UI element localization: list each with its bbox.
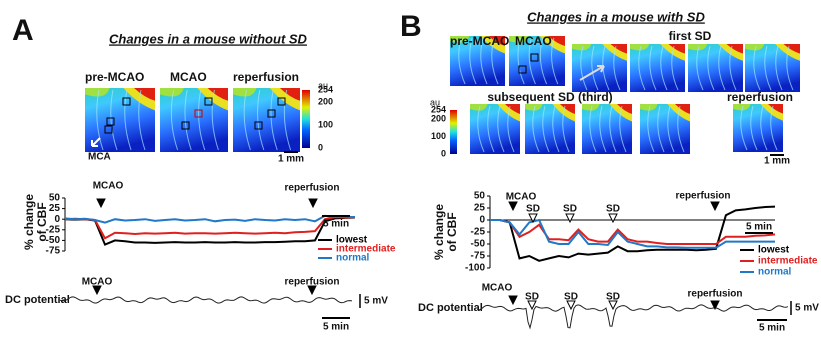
event-arrow	[509, 202, 517, 210]
y-tick-label: -75	[471, 251, 486, 262]
y-tick-label: 25	[49, 203, 61, 214]
dc-label: DC potential	[418, 302, 483, 314]
event-arrow	[566, 214, 574, 222]
y-axis-label: % change	[22, 194, 36, 250]
event-label: SD	[606, 204, 620, 215]
figure: A Changes in a mouse without SD pre-MCAO MC…	[0, 0, 821, 337]
event-label: reperfusion	[675, 191, 730, 202]
y-tick-label: 0	[54, 214, 60, 225]
heatmap-image	[160, 88, 228, 152]
event-arrow	[609, 214, 617, 222]
y-tick-label: 50	[49, 193, 61, 204]
amplitude-label: 5 mV	[795, 303, 819, 314]
image-label: MCAO	[170, 70, 207, 84]
colorbar-tick-label: 254	[318, 84, 333, 94]
heatmap-image	[640, 104, 690, 154]
heatmap-image	[733, 104, 783, 152]
heatmap-image	[233, 88, 300, 152]
dc-trace	[60, 297, 352, 303]
legend-label: lowest	[758, 245, 790, 256]
y-tick-label: -100	[465, 263, 485, 274]
scale-label: 5 min	[759, 323, 785, 334]
event-label: MCAO	[506, 192, 537, 203]
event-arrow	[609, 301, 617, 309]
image-label: MCAO	[515, 34, 552, 48]
colorbar-tick-label: 200	[318, 97, 333, 107]
legend-label: normal	[758, 267, 792, 278]
heatmap-image	[582, 104, 632, 154]
panel-title: Changes in a mouse without SD	[109, 31, 308, 46]
vessel-label: MCA	[88, 152, 111, 163]
event-label: MCAO	[482, 283, 513, 294]
event-label: reperfusion	[687, 289, 742, 300]
scale-label: 5 min	[746, 222, 772, 233]
colorbar-tick-label: 100	[318, 120, 333, 130]
image-label: subsequent SD (third)	[487, 90, 612, 104]
event-label: SD	[563, 204, 577, 215]
legend-label: intermediate	[758, 256, 818, 267]
colorbar-tick-label: 100	[431, 131, 446, 141]
event-label: SD	[526, 204, 540, 215]
legend-label: normal	[336, 253, 370, 264]
colorbar-tick-label: 200	[431, 114, 446, 124]
panel-label: B	[400, 10, 422, 43]
cbf-line	[65, 216, 355, 223]
heatmap-image	[688, 44, 743, 92]
event-label: MCAO	[93, 181, 124, 192]
y-axis-label: of CBF	[445, 212, 459, 251]
event-arrow	[93, 286, 101, 294]
dc-trace	[478, 305, 788, 328]
heatmap-image	[630, 44, 685, 92]
scale-label: 1 mm	[764, 156, 790, 167]
y-tick-label: 50	[474, 191, 486, 202]
event-arrow	[308, 286, 316, 294]
y-tick-label: -25	[471, 227, 486, 238]
amplitude-label: 5 mV	[364, 296, 388, 307]
y-tick-label: 25	[474, 203, 486, 214]
scale-label: 5 min	[323, 322, 349, 333]
heatmap-image	[470, 104, 520, 154]
heatmap-image	[525, 104, 575, 154]
image-label: reperfusion	[727, 90, 793, 104]
colorbar-tick-label: 0	[441, 148, 446, 158]
panel-title: Changes in a mouse with SD	[527, 9, 705, 24]
y-tick-label: 0	[479, 215, 485, 226]
event-arrow	[97, 199, 105, 207]
image-label: pre-MCAO	[450, 34, 509, 48]
y-tick-label: -75	[46, 246, 61, 257]
panel-label: A	[12, 14, 34, 47]
image-label: reperfusion	[233, 70, 299, 84]
y-axis-label: of CBF	[35, 202, 49, 241]
y-tick-label: -50	[471, 239, 486, 250]
scale-label: 5 min	[323, 219, 349, 230]
colorbar	[302, 90, 310, 148]
event-arrow	[711, 202, 719, 210]
colorbar-tick-label: 0	[318, 142, 323, 152]
image-label: pre-MCAO	[85, 70, 144, 84]
event-label: reperfusion	[284, 183, 339, 194]
image-label: first SD	[669, 29, 712, 43]
colorbar	[450, 110, 457, 154]
scale-label: 1 mm	[278, 154, 304, 165]
event-arrow	[309, 199, 317, 207]
cbf-line	[490, 220, 775, 248]
event-arrow	[509, 296, 517, 304]
heatmap-image	[745, 44, 800, 92]
cbf-line	[490, 220, 775, 244]
y-axis-label: % change	[432, 204, 446, 260]
